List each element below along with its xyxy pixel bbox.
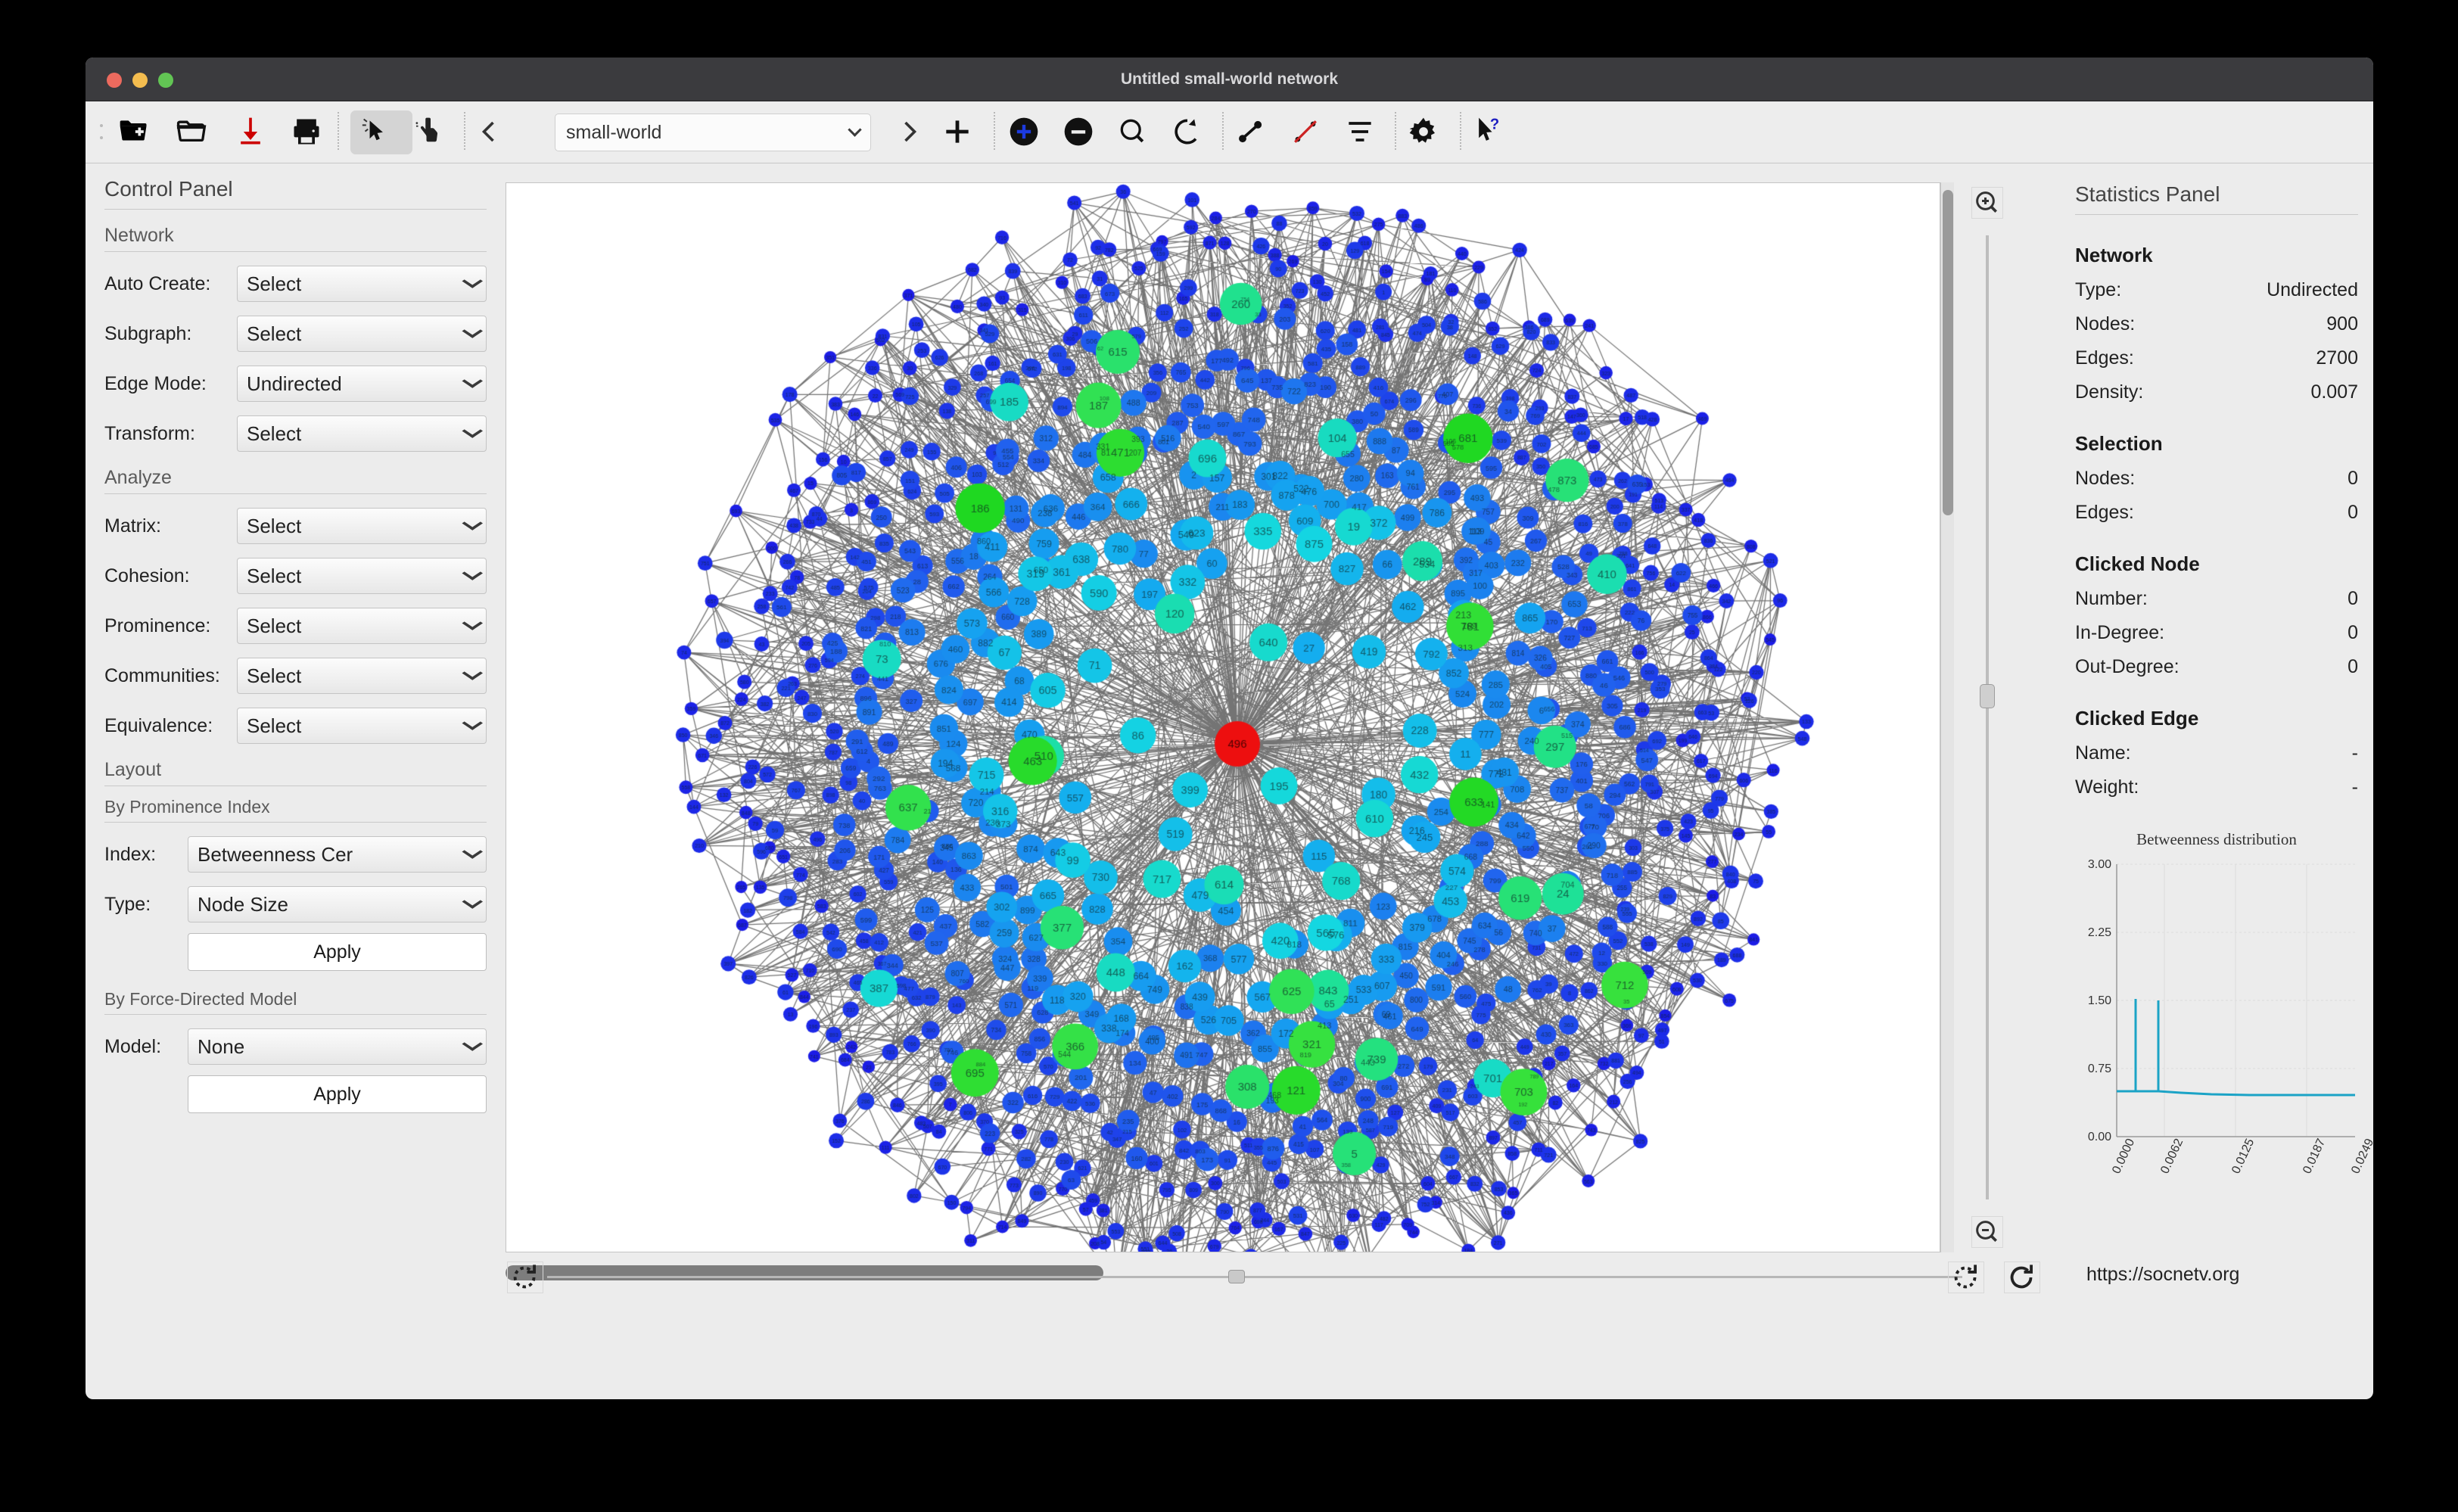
svg-text:3.00: 3.00 bbox=[2088, 858, 2111, 871]
svg-text:0.0249: 0.0249 bbox=[2349, 1137, 2373, 1174]
svg-text:0.0000: 0.0000 bbox=[2110, 1137, 2137, 1174]
svg-text:0.0187: 0.0187 bbox=[2301, 1137, 2328, 1174]
svg-text:?: ? bbox=[1490, 116, 1499, 132]
svg-text:2.25: 2.25 bbox=[2088, 926, 2111, 939]
svg-text:0.75: 0.75 bbox=[2088, 1062, 2111, 1075]
svg-text:1.50: 1.50 bbox=[2088, 994, 2111, 1007]
svg-text:0.0062: 0.0062 bbox=[2158, 1137, 2186, 1174]
svg-text:0.0125: 0.0125 bbox=[2229, 1137, 2257, 1174]
svg-text:0.00: 0.00 bbox=[2088, 1131, 2111, 1143]
